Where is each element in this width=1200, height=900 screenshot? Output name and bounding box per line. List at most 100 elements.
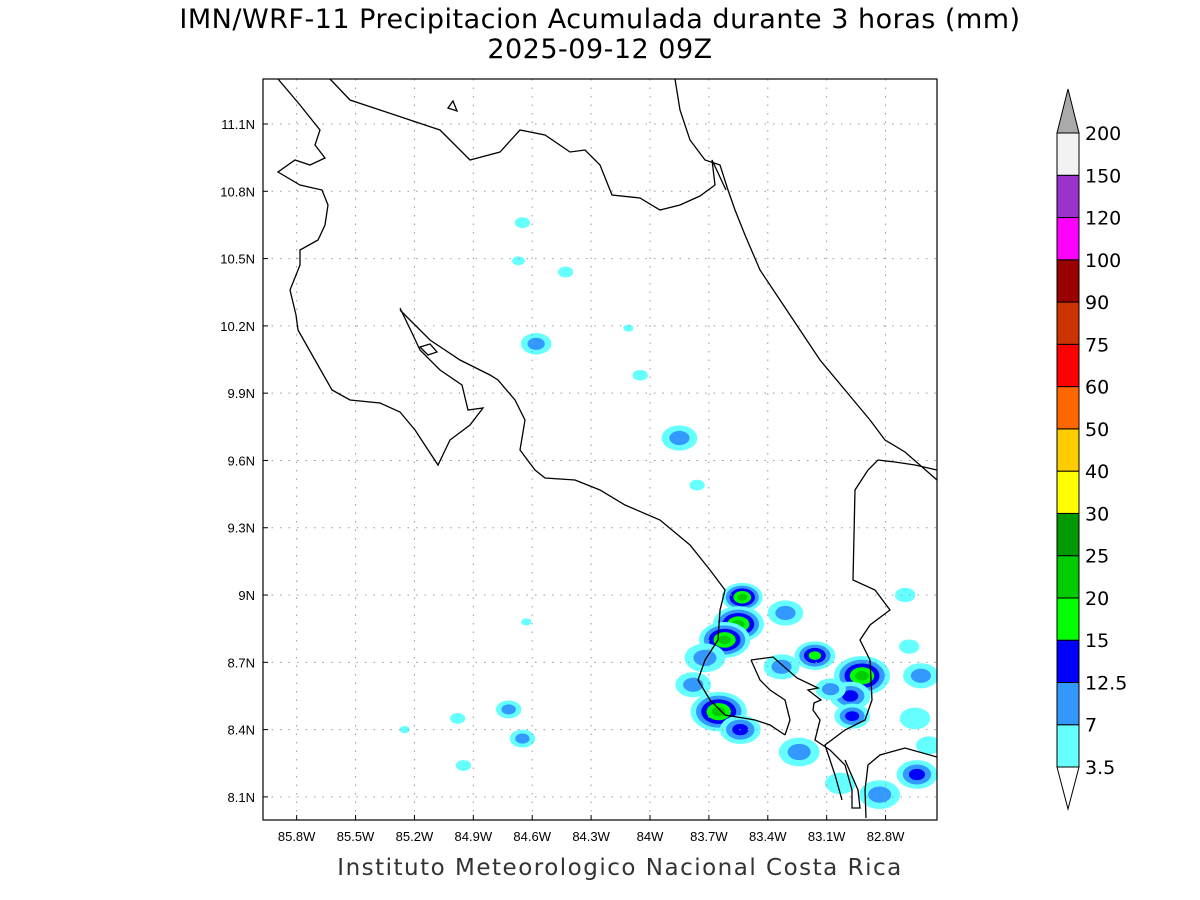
colorbar-label: 25: [1085, 546, 1109, 568]
colorbar-swatch: [1056, 386, 1080, 430]
lon-tick-label: 84.3W: [572, 829, 610, 844]
precip-cell: [899, 707, 931, 730]
colorbar-label: 50: [1085, 419, 1109, 441]
precip-cell: [898, 639, 920, 654]
lon-tick-label: 83.1W: [808, 829, 846, 844]
precip-cell: [449, 713, 466, 724]
lat-tick-label: 8.7N: [228, 655, 255, 670]
colorbar-label: 3.5: [1085, 757, 1115, 779]
lon-tick-label: 85.5W: [337, 829, 375, 844]
precip-cell: [778, 737, 820, 767]
precip-contour-12.5: [908, 768, 926, 781]
precip-contour-3.5: [899, 707, 931, 730]
precip-contour-3.5: [521, 618, 532, 626]
panama-border: [824, 459, 937, 801]
precip-cell: [509, 729, 536, 748]
precip-contour-7: [910, 668, 931, 683]
lon-tick-label: 82.8W: [867, 829, 905, 844]
colorbar-swatch: [1056, 681, 1080, 726]
colorbar-swatch: [1056, 343, 1080, 388]
lat-tick-label: 9.9N: [228, 386, 255, 401]
lat-tick-label: 11.1N: [221, 117, 255, 132]
precip-cell: [794, 641, 836, 670]
panama-coast: [864, 747, 937, 819]
precip-contour-3.5: [512, 256, 525, 266]
colorbar-swatch: [1056, 470, 1080, 514]
precip-contour-7: [527, 337, 545, 350]
footer-credit: Instituto Meteorologico Nacional Costa R…: [337, 855, 903, 881]
precip-contour-3.5: [632, 369, 648, 381]
lat-tick-label: 9.6N: [228, 453, 255, 468]
colorbar-label: 15: [1085, 630, 1109, 652]
lon-tick-label: 84.9W: [455, 829, 493, 844]
precip-contour-7: [868, 786, 892, 803]
precip-cell: [834, 703, 871, 729]
precip-contour-7: [669, 430, 690, 446]
colorbar-swatch: [1056, 259, 1080, 303]
axis-ticks: 85.8W 85.5W 85.2W 84.9W 84.6W 84.3W 84W 83.7W 83…: [220, 117, 905, 844]
colorbar-swatch: [1056, 428, 1080, 472]
lon-tick-label: 85.8W: [278, 829, 316, 844]
precip-contour-3.5: [825, 772, 856, 795]
precip-contour-7: [515, 733, 530, 744]
nicaragua-border: [329, 79, 727, 211]
precip-cell: [632, 369, 648, 381]
precip-contour-3.5: [455, 760, 472, 771]
lat-tick-label: 9N: [238, 588, 255, 603]
precip-contour-3.5: [449, 713, 466, 724]
lon-tick-label: 85.2W: [396, 829, 434, 844]
precip-cell: [495, 700, 522, 719]
precip-cell: [915, 736, 937, 755]
precip-contour-3.5: [898, 639, 920, 654]
lon-tick-label: 83.7W: [690, 829, 728, 844]
precip-contour-20: [711, 706, 726, 717]
lat-tick-label: 10.5N: [220, 252, 255, 267]
colorbar-label: 20: [1085, 588, 1109, 610]
precip-contour-3.5: [623, 324, 634, 332]
colorbar-swatch: [1056, 597, 1080, 641]
precip-cell: [557, 266, 574, 278]
precip-contour-3.5: [915, 736, 937, 755]
island: [418, 343, 439, 356]
precip-contour-12.5: [845, 711, 860, 722]
precip-cell: [896, 760, 937, 789]
colorbar-swatch: [1056, 512, 1080, 557]
pacific-coast-north: [276, 79, 485, 467]
colorbar-label: 120: [1085, 208, 1121, 230]
colorbar-label: 90: [1085, 292, 1109, 314]
osa-west: [750, 659, 791, 736]
precip-cell: [903, 663, 937, 689]
precip-contour-7: [501, 704, 516, 715]
colorbar-max-arrow: [1056, 88, 1080, 134]
precip-contour-20: [855, 670, 869, 681]
precip-contour-20: [737, 593, 748, 601]
precip-cell: [399, 726, 410, 734]
precip-contour-3.5: [514, 217, 531, 229]
precip-cell: [520, 333, 552, 355]
lat-tick-label: 9.3N: [228, 521, 255, 536]
precip-contour-7: [775, 605, 796, 621]
caribbean-coast: [674, 79, 937, 481]
colorbar-label: 100: [1085, 250, 1121, 272]
precip-contour-3.5: [557, 266, 574, 278]
colorbar-label: 40: [1085, 461, 1109, 483]
coastlines: [276, 79, 937, 819]
precip-contour-7: [771, 659, 792, 674]
lat-tick-label: 8.4N: [228, 723, 255, 738]
colorbar-min-arrow: [1056, 766, 1080, 811]
precip-cell: [684, 643, 726, 673]
colorbar-swatch: [1056, 174, 1080, 219]
colorbar-label: 30: [1085, 503, 1109, 525]
colorbar-label: 7: [1085, 715, 1097, 737]
osa-peninsula: [750, 656, 861, 809]
precip-cell: [815, 678, 846, 701]
lon-tick-label: 83.4W: [749, 829, 787, 844]
precip-cell: [521, 618, 532, 626]
colorbar: 3.5 7 12.5 15 20 25 30 40 50 60 75 90 100 120 150 200: [1056, 88, 1127, 811]
precip-cell: [455, 760, 472, 771]
precip-cell: [859, 780, 901, 810]
lat-tick-label: 10.8N: [220, 184, 255, 199]
colorbar-swatch: [1056, 639, 1080, 683]
colorbar-swatch: [1056, 301, 1080, 345]
